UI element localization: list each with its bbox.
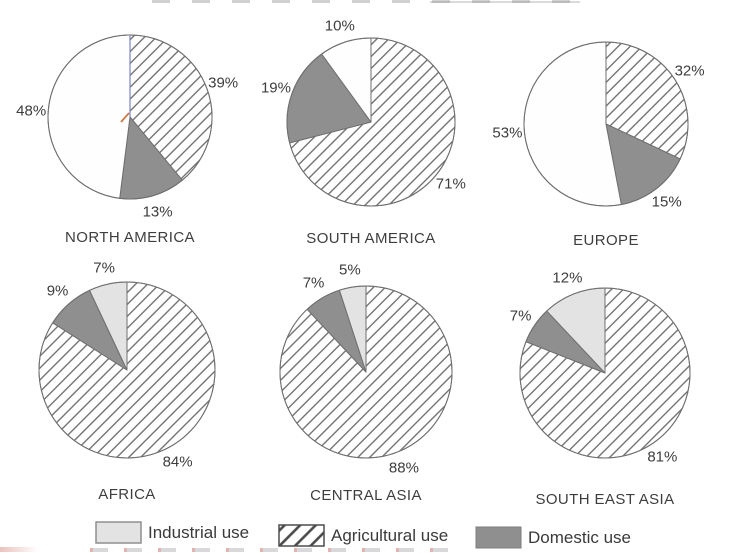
legend-label-agricultural: Agricultural use xyxy=(331,525,449,545)
slice-percent-label: 19% xyxy=(260,79,291,97)
scan-artifact-bottom-left xyxy=(0,547,38,552)
slice-percent-label: 7% xyxy=(509,307,532,325)
slice-percent-label: 88% xyxy=(388,459,419,477)
pie-africa xyxy=(38,281,216,459)
chart-title-south-east-asia: SOUTH EAST ASIA xyxy=(535,491,675,508)
agricultural-swatch-icon xyxy=(278,524,325,547)
pie-outline xyxy=(279,285,453,459)
pie-slice-industrial-use xyxy=(47,34,131,199)
slice-percent-label: 84% xyxy=(162,453,193,471)
pie-central-asia xyxy=(279,285,453,459)
chart-title-central-asia: CENTRAL ASIA xyxy=(310,487,422,504)
slice-percent-label: 15% xyxy=(651,193,682,211)
slice-percent-label: 9% xyxy=(46,282,69,300)
swatch-rect xyxy=(278,524,325,547)
pie-europe xyxy=(523,41,689,207)
pie-outline xyxy=(286,37,456,207)
chart-title-south-america: SOUTH AMERICA xyxy=(306,230,436,247)
swatch-rect xyxy=(95,521,142,544)
slice-percent-label: 7% xyxy=(93,259,115,277)
slice-percent-label: 53% xyxy=(492,124,523,142)
pie-north-america xyxy=(47,34,213,200)
slice-percent-label: 81% xyxy=(647,448,678,466)
slice-percent-label: 5% xyxy=(339,261,361,279)
legend-item-domestic: Domestic use xyxy=(475,526,631,549)
pie-outline xyxy=(38,281,216,459)
chart-title-africa: AFRICA xyxy=(98,486,156,503)
scan-artifact-bottom xyxy=(90,548,460,552)
pie-outline xyxy=(519,287,691,459)
swatch-rect xyxy=(475,526,522,549)
chart-title-europe: EUROPE xyxy=(573,232,639,249)
legend-label-domestic: Domestic use xyxy=(528,527,631,547)
pie-south-east-asia xyxy=(519,287,691,459)
slice-percent-label: 71% xyxy=(435,175,466,193)
slice-percent-label: 39% xyxy=(208,74,239,92)
scan-mark-orange xyxy=(120,112,130,123)
legend-item-industrial: Industrial use xyxy=(95,521,249,544)
pie-south-america xyxy=(286,37,456,207)
chart-title-north-america: NORTH AMERICA xyxy=(65,229,195,246)
slice-percent-label: 32% xyxy=(674,62,705,80)
pie-outline xyxy=(523,41,689,207)
scan-artifact-top xyxy=(152,0,588,3)
slice-percent-label: 12% xyxy=(552,269,583,287)
slice-percent-label: 7% xyxy=(302,274,325,292)
domestic-swatch-icon xyxy=(475,526,522,549)
slice-percent-label: 13% xyxy=(142,203,173,221)
industrial-swatch-icon xyxy=(95,521,142,544)
slice-percent-label: 10% xyxy=(324,17,355,35)
slice-percent-label: 48% xyxy=(16,102,47,120)
legend-label-industrial: Industrial use xyxy=(148,522,250,542)
scan-artifact-top-line xyxy=(430,1,580,3)
legend-item-agricultural: Agricultural use xyxy=(278,524,448,547)
